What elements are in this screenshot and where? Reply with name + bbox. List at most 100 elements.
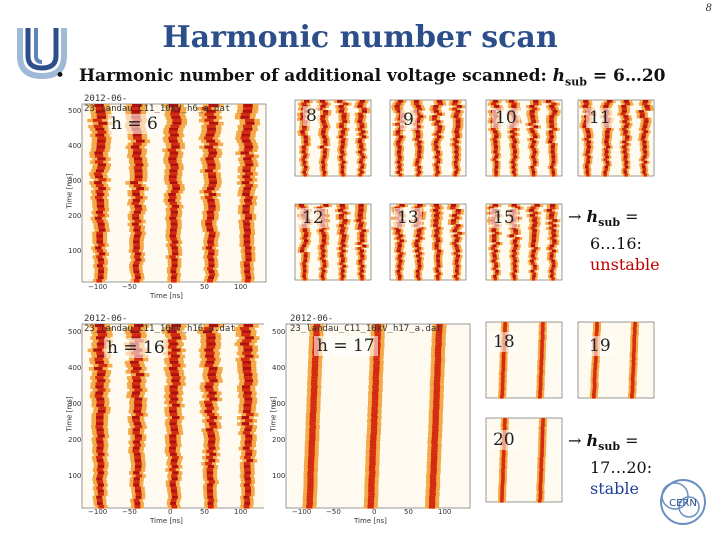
plot-h16-xtick: 50 — [200, 508, 209, 516]
plot-h16-ytick: 100 — [68, 472, 82, 480]
bunch-trace — [354, 100, 371, 177]
page-title: Harmonic number scan — [162, 20, 558, 55]
bullet-h-sub: sub — [565, 75, 587, 89]
plot-h17-ytick: 200 — [272, 436, 286, 444]
arrow-icon: → — [568, 207, 582, 226]
plot-h16-xtick: −50 — [122, 508, 137, 516]
note-unstable-range: 6…16: — [590, 234, 642, 254]
bunch-trace — [161, 324, 187, 509]
note-unstable-eq: = — [620, 207, 639, 226]
bullet-h-var: h — [552, 66, 566, 86]
plot-h16-xtick: −100 — [88, 508, 108, 516]
plot-h17-xtick: −100 — [292, 508, 312, 516]
plot-h6-ytick: 500 — [68, 107, 82, 115]
plot-h19: 19 — [566, 318, 658, 410]
plot-h10-label: 10 — [492, 108, 520, 128]
plot-h8-label: 8 — [303, 106, 320, 126]
plot-h12-label: 12 — [299, 208, 327, 228]
note-stable: → hsub = 17…20: stable — [568, 430, 718, 499]
plot-h18-label: 18 — [490, 332, 518, 352]
note-stable-var: h — [586, 431, 599, 450]
plot-h6-label: h = 6 — [108, 114, 161, 134]
cern-logo: CERN — [660, 479, 706, 525]
plot-h6-ytick: 200 — [68, 212, 82, 220]
note-stable-eq: = — [620, 431, 639, 450]
plot-h12: 12 — [283, 200, 375, 292]
plot-h16-ytick: 200 — [68, 436, 82, 444]
plot-h16-xtick: 100 — [234, 508, 248, 516]
plot-h9: 9 — [378, 96, 470, 188]
bunch-trace — [87, 324, 114, 509]
plot-h20-label: 20 — [490, 430, 518, 450]
plot-h17-ytick: 400 — [272, 364, 286, 372]
bunch-trace — [448, 100, 466, 177]
plot-h6-ytick: 400 — [68, 142, 82, 150]
cern-logo-text: CERN — [669, 498, 697, 509]
plot-h17-ytick: 100 — [272, 472, 286, 480]
plot-h17-xtick: 0 — [372, 508, 377, 516]
plot-h11: 11 — [566, 96, 658, 188]
plot-h17-ytick: 300 — [272, 400, 286, 408]
plot-h17-ytick: 500 — [272, 328, 286, 336]
plot-h17-xlabel: Time [ns] — [354, 517, 387, 525]
bunch-trace — [334, 204, 351, 281]
bunch-trace — [446, 204, 465, 281]
bunch-trace — [197, 324, 225, 509]
plot-h6-xtick: 100 — [234, 283, 248, 291]
plot-h15: 15 — [474, 200, 566, 292]
bunch-trace — [543, 204, 561, 281]
plot-h18: 18 — [474, 318, 566, 410]
bunch-trace — [314, 100, 332, 177]
plot-h16-ytick: 400 — [68, 364, 82, 372]
plot-h16-label: h = 16 — [104, 338, 168, 358]
bunch-trace — [162, 104, 188, 283]
plot-h8: 8 — [283, 96, 375, 188]
plot-h6-filename: 2012-06-23_landau_C11_10kV_h6_a.dat — [84, 94, 231, 114]
plot-h15-label: 15 — [490, 208, 518, 228]
bunch-trace — [535, 418, 548, 503]
bunch-trace — [196, 104, 224, 283]
bunch-trace — [124, 324, 150, 509]
plot-h6-ytick: 300 — [68, 177, 82, 185]
plot-h16: 2012-06-23_landau_C11_10kV_h16_a.dat h =… — [60, 312, 272, 528]
plot-h17-xtick: 50 — [404, 508, 413, 516]
bunch-trace — [428, 100, 447, 177]
bunch-trace — [635, 100, 654, 177]
bunch-trace — [353, 204, 370, 281]
plot-h11-label: 11 — [586, 108, 614, 128]
bullet-lead-text: Harmonic number of additional voltage sc… — [79, 66, 553, 86]
plot-h16-xtick: 0 — [168, 508, 173, 516]
note-stable-status: stable — [590, 479, 640, 499]
plot-h17-label: h = 17 — [314, 336, 378, 356]
note-stable-sub: sub — [598, 440, 621, 454]
plot-h10: 10 — [474, 96, 566, 188]
plot-h6: 2012-06-23_landau_C11_10kV_h6_a.dat h = … — [60, 92, 272, 302]
plot-h6-ytick: 100 — [68, 247, 82, 255]
bunch-trace — [525, 100, 542, 177]
plot-h13-label: 13 — [394, 208, 422, 228]
plot-h9-label: 9 — [400, 110, 417, 130]
plot-h17: 2012-06-23_landau_C11_10kV_h17_a.dat h =… — [264, 312, 476, 528]
bunch-trace — [234, 104, 261, 283]
plot-h16-filename: 2012-06-23_landau_C11_10kV_h16_a.dat — [84, 314, 236, 334]
note-stable-range: 17…20: — [590, 458, 653, 478]
plot-h19-label: 19 — [586, 336, 614, 356]
arrow-icon: → — [568, 431, 582, 450]
bunch-trace — [525, 204, 544, 281]
bunch-trace — [535, 322, 547, 399]
plot-h6-xtick: 50 — [200, 283, 209, 291]
plot-h6-xtick: 0 — [168, 283, 173, 291]
plot-h13: 13 — [378, 200, 470, 292]
plot-h20: 20 — [474, 414, 566, 514]
university-logo — [17, 28, 67, 80]
plot-h17-xtick: 100 — [438, 508, 452, 516]
plot-h16-xlabel: Time [ns] — [150, 517, 183, 525]
note-unstable: → hsub = 6…16: unstable — [568, 206, 718, 275]
note-unstable-sub: sub — [598, 216, 621, 230]
plot-h17-filename: 2012-06-23_landau_C11_10kV_h17_a.dat — [290, 314, 442, 334]
plot-h6-xtick: −100 — [88, 283, 108, 291]
bullet-harmonic-scan: • Harmonic number of additional voltage s… — [55, 66, 666, 88]
note-unstable-var: h — [586, 207, 599, 226]
bunch-trace — [333, 100, 352, 177]
bunch-trace — [627, 322, 640, 399]
